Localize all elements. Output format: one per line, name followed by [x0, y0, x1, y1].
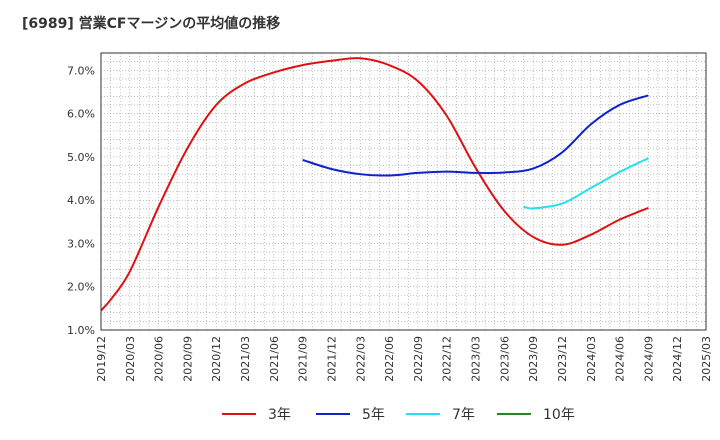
- x-tick-label: 2024/09: [642, 336, 655, 382]
- legend-swatch-7yr: [406, 413, 440, 415]
- x-tick-label: 2024/12: [671, 336, 684, 382]
- legend-item-5yr: 5年: [316, 402, 385, 426]
- axes: [100, 52, 707, 331]
- legend-label-3yr: 3年: [268, 407, 291, 423]
- x-tick-label: 2020/06: [153, 336, 166, 382]
- x-tick-label: 2023/09: [527, 336, 540, 382]
- x-tick-label: 2024/06: [614, 336, 627, 382]
- x-tick-label: 2020/09: [181, 336, 194, 382]
- x-tick-label: 2023/06: [498, 336, 511, 382]
- x-tick-label: 2022/03: [354, 336, 367, 382]
- grid-lines: [100, 52, 707, 331]
- x-tick-label: 2020/03: [124, 336, 137, 382]
- y-tick-label: 2.0%: [67, 281, 95, 294]
- series-line-5yr: [302, 94, 649, 177]
- x-tick-label: 2024/03: [585, 336, 598, 382]
- y-tick-label: 5.0%: [67, 151, 95, 164]
- y-tick-labels: 1.0% 2.0% 3.0% 4.0% 5.0% 6.0% 7.0%: [67, 64, 95, 337]
- legend-swatch-10yr: [497, 413, 531, 415]
- legend-swatch-5yr: [316, 413, 350, 415]
- legend-item-7yr: 7年: [406, 402, 475, 426]
- legend-label-10yr: 10年: [543, 407, 575, 423]
- legend: 3年 5年 7年 10年: [0, 402, 720, 426]
- x-tick-label: 2023/03: [470, 336, 483, 382]
- x-tick-label: 2022/06: [383, 336, 396, 382]
- x-tick-label: 2022/09: [412, 336, 425, 382]
- legend-swatch-3yr: [222, 413, 256, 415]
- legend-label-7yr: 7年: [452, 407, 475, 423]
- x-tick-labels: 2019/12 2020/03 2020/06 2020/09 2020/12 2021/…: [95, 336, 713, 382]
- x-tick-label: 2025/03: [700, 336, 713, 382]
- x-tick-label: 2019/12: [95, 336, 108, 382]
- x-tick-label: 2021/12: [325, 336, 338, 382]
- y-tick-label: 4.0%: [67, 194, 95, 207]
- chart-title: [6989] 営業CFマージンの平均値の推移: [22, 16, 281, 32]
- x-tick-label: 2022/12: [441, 336, 454, 382]
- y-tick-label: 1.0%: [67, 324, 95, 337]
- series-line-3yr: [100, 57, 649, 312]
- x-tick-label: 2023/12: [556, 336, 569, 382]
- x-tick-label: 2020/12: [210, 336, 223, 382]
- x-tick-label: 2021/03: [239, 336, 252, 382]
- x-tick-label: 2021/06: [268, 336, 281, 382]
- series-line-7yr: [523, 157, 649, 210]
- y-tick-label: 3.0%: [67, 237, 95, 250]
- legend-item-10yr: 10年: [497, 402, 575, 426]
- plot-frame: [100, 52, 707, 331]
- legend-item-3yr: 3年: [222, 402, 291, 426]
- y-tick-label: 6.0%: [67, 108, 95, 121]
- series-layer: [100, 57, 649, 312]
- x-tick-label: 2021/09: [297, 336, 310, 382]
- legend-label-5yr: 5年: [362, 407, 385, 423]
- y-tick-label: 7.0%: [67, 64, 95, 77]
